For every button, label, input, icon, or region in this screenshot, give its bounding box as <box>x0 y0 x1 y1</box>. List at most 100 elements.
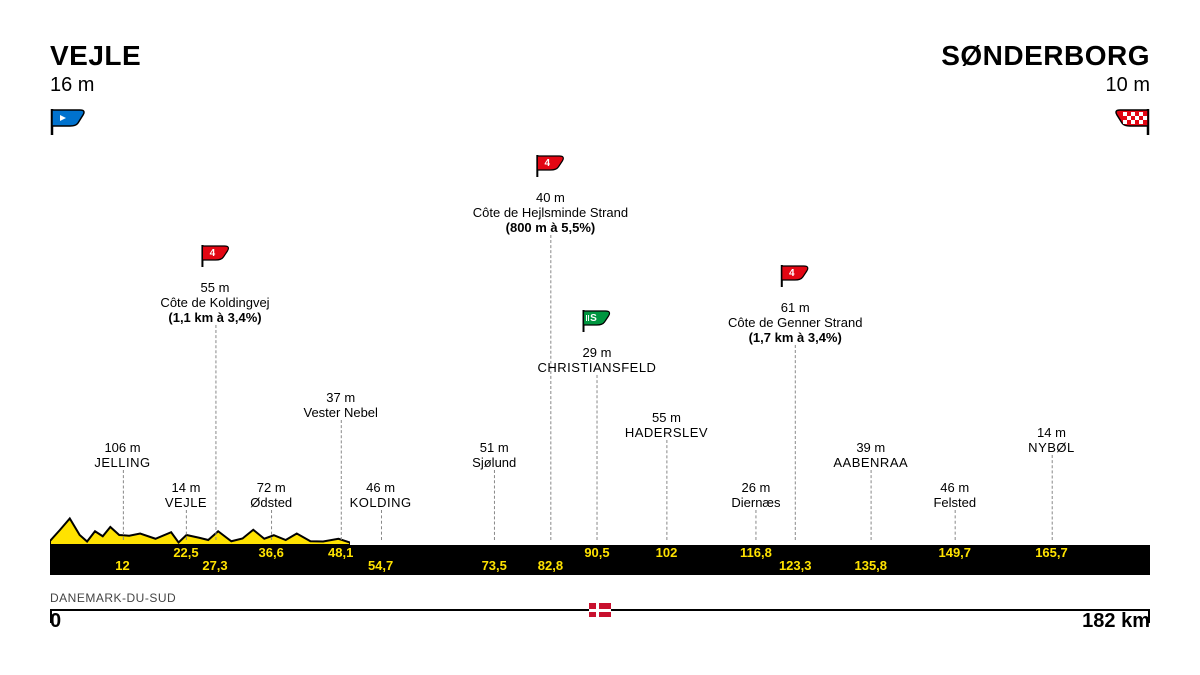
waypoint-elev: 72 m <box>250 480 292 495</box>
stage-profile: VEJLE 16 m SØNDERBORG 10 m <box>50 40 1150 635</box>
elevation-fill <box>50 515 350 545</box>
finish-label: SØNDERBORG 10 m <box>941 40 1150 142</box>
waypoint: 14 mVEJLE <box>165 480 207 510</box>
leader-line <box>666 440 667 540</box>
waypoint-elev: 40 m <box>473 190 628 205</box>
waypoint-elev: 55 m <box>160 280 269 295</box>
waypoint-name: VEJLE <box>165 495 207 510</box>
km-marker: 22,5 <box>173 545 198 560</box>
waypoint-name: Côte de Koldingvej <box>160 295 269 310</box>
waypoint: 4 55 mCôte de Koldingvej(1,1 km à 3,4%) <box>160 243 269 325</box>
svg-text:S: S <box>591 313 598 324</box>
leader-line <box>186 510 187 540</box>
waypoint-grade: (1,1 km à 3,4%) <box>160 310 269 325</box>
leader-line <box>756 510 757 540</box>
waypoint: 55 mHADERSLEV <box>625 410 708 440</box>
waypoint: 37 mVester Nebel <box>303 390 377 420</box>
waypoint-name: JELLING <box>94 455 150 470</box>
waypoint-elev: 14 m <box>165 480 207 495</box>
km-marker: 82,8 <box>538 558 563 573</box>
leader-line <box>871 470 872 540</box>
region-label: DANEMARK-DU-SUD <box>50 591 176 605</box>
leader-line <box>955 510 956 540</box>
sprint-flag-icon: S <box>580 308 614 339</box>
start-city: VEJLE <box>50 40 141 72</box>
waypoint-name: Diernæs <box>731 495 780 510</box>
svg-text:4: 4 <box>209 248 215 259</box>
kom-cat4-flag-icon: 4 <box>778 263 812 294</box>
waypoint-grade: (800 m à 5,5%) <box>473 220 628 235</box>
waypoint-elev: 51 m <box>472 440 516 455</box>
leader-line <box>123 470 124 540</box>
km-marker: 165,7 <box>1035 545 1068 560</box>
waypoint: 46 mFelsted <box>933 480 976 510</box>
km-marker: 12 <box>115 558 129 573</box>
waypoint-name: HADERSLEV <box>625 425 708 440</box>
km-marker: 73,5 <box>482 558 507 573</box>
waypoint-grade: (1,7 km à 3,4%) <box>728 330 862 345</box>
waypoint: S 29 mCHRISTIANSFELD <box>537 308 656 375</box>
svg-text:4: 4 <box>545 158 551 169</box>
waypoint: 51 mSjølund <box>472 440 516 470</box>
leader-line <box>341 420 342 540</box>
denmark-flag-icon <box>589 603 611 617</box>
waypoint: 26 mDiernæs <box>731 480 780 510</box>
leader-line <box>597 375 598 540</box>
waypoint-name: AABENRAA <box>833 455 908 470</box>
km-marker: 123,3 <box>779 558 812 573</box>
waypoint-name: Felsted <box>933 495 976 510</box>
kom-cat4-flag-icon: 4 <box>533 153 567 184</box>
waypoint-name: Vester Nebel <box>303 405 377 420</box>
waypoint-elev: 55 m <box>625 410 708 425</box>
leader-line <box>494 470 495 540</box>
waypoint-name: Ødsted <box>250 495 292 510</box>
kom-cat4-flag-icon: 4 <box>198 243 232 274</box>
waypoint-name: Côte de Hejlsminde Strand <box>473 205 628 220</box>
leader-line <box>550 235 551 540</box>
waypoint-elev: 14 m <box>1028 425 1075 440</box>
total-km: 182 km <box>1082 610 1150 633</box>
waypoint-name: KOLDING <box>350 495 412 510</box>
waypoint: 4 40 mCôte de Hejlsminde Strand(800 m à 5… <box>473 153 628 235</box>
waypoint-name: Côte de Genner Strand <box>728 315 862 330</box>
distance-axis: 0 182 km <box>50 609 1150 623</box>
waypoint: 14 mNYBØL <box>1028 425 1075 455</box>
leader-line <box>271 510 272 540</box>
km-marker: 48,1 <box>328 545 353 560</box>
waypoint-elev: 106 m <box>94 440 150 455</box>
leader-line <box>1051 455 1052 540</box>
km-marker: 102 <box>656 545 678 560</box>
km-marker: 27,3 <box>202 558 227 573</box>
waypoint-elev: 61 m <box>728 300 862 315</box>
waypoint-elev: 46 m <box>933 480 976 495</box>
waypoint: 39 mAABENRAA <box>833 440 908 470</box>
waypoint: 46 mKOLDING <box>350 480 412 510</box>
waypoint-name: CHRISTIANSFELD <box>537 360 656 375</box>
km-marker: 36,6 <box>259 545 284 560</box>
svg-text:4: 4 <box>789 268 795 279</box>
waypoint-elev: 29 m <box>537 345 656 360</box>
km-marker: 135,8 <box>854 558 887 573</box>
leader-line <box>215 325 216 540</box>
km-marker: 149,7 <box>938 545 971 560</box>
finish-city: SØNDERBORG <box>941 40 1150 72</box>
leader-line <box>795 345 796 540</box>
km-marker: 90,5 <box>584 545 609 560</box>
km-marker: 116,8 <box>740 545 772 560</box>
waypoint: 106 mJELLING <box>94 440 150 470</box>
waypoint: 72 mØdsted <box>250 480 292 510</box>
km-marker: 54,7 <box>368 558 393 573</box>
start-km: 0 <box>50 610 61 633</box>
waypoint-elev: 37 m <box>303 390 377 405</box>
start-flag-icon <box>50 107 90 142</box>
finish-elev: 10 m <box>941 74 1150 97</box>
waypoint-name: NYBØL <box>1028 440 1075 455</box>
start-elev: 16 m <box>50 74 141 97</box>
waypoint-elev: 46 m <box>350 480 412 495</box>
waypoint-name: Sjølund <box>472 455 516 470</box>
leader-line <box>381 510 382 540</box>
waypoint-elev: 26 m <box>731 480 780 495</box>
start-label: VEJLE 16 m <box>50 40 141 142</box>
waypoint: 4 61 mCôte de Genner Strand(1,7 km à 3,4%… <box>728 263 862 345</box>
finish-flag-icon <box>1110 107 1150 142</box>
